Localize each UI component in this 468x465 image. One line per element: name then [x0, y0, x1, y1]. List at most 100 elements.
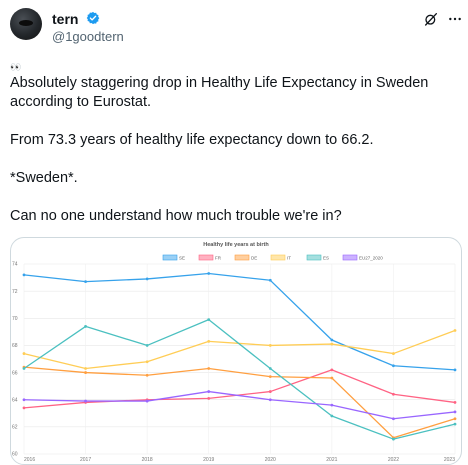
data-point-fr	[22, 406, 26, 410]
post-line-2: according to Eurostat.	[10, 94, 152, 110]
y-tick-label: 68	[12, 343, 18, 349]
legend-label-fr: FR	[215, 255, 222, 260]
x-tick-label: 2019	[203, 457, 214, 463]
data-point-eu27_2020	[392, 417, 395, 421]
legend-label-se: SE	[179, 255, 185, 260]
chart-image[interactable]: Healthy life years at birth SE FR DE IT ES EU…	[10, 237, 462, 465]
legend-swatch-eu27_2020	[342, 254, 358, 261]
data-point-es	[145, 344, 149, 347]
series-line-se	[23, 272, 456, 371]
data-point-eu27_2020	[22, 398, 26, 402]
post-line-5: Can no one understand how much trouble w…	[10, 208, 342, 224]
x-tick-label: 2021	[326, 457, 337, 463]
author-handle[interactable]: @1goodtern	[52, 29, 124, 44]
data-point-de	[330, 376, 334, 380]
data-point-es	[392, 437, 395, 441]
avatar[interactable]	[10, 8, 42, 40]
data-point-eu27_2020	[84, 399, 87, 403]
series-line-eu27_2020	[23, 390, 456, 420]
legend-swatch-de	[234, 254, 250, 261]
y-tick-label: 70	[12, 316, 18, 322]
legend-swatch-se	[162, 254, 178, 261]
series-line-es	[23, 318, 456, 440]
data-point-de	[84, 371, 87, 374]
y-tick-label: 72	[12, 289, 18, 295]
data-point-fr	[268, 390, 272, 393]
data-point-it	[453, 329, 457, 332]
data-point-es	[207, 318, 211, 322]
data-point-se	[330, 338, 334, 342]
y-tick-label: 62	[12, 425, 18, 431]
data-point-se	[207, 272, 211, 275]
chart-series	[22, 272, 457, 441]
author-name[interactable]: tern	[52, 11, 79, 27]
y-tick-label: 60	[12, 452, 18, 458]
legend-label-es: ES	[323, 255, 329, 260]
data-point-se	[22, 273, 26, 277]
data-point-eu27_2020	[145, 399, 149, 403]
legend-swatch-it	[270, 254, 286, 261]
data-point-se	[268, 278, 272, 282]
data-point-eu27_2020	[453, 410, 457, 414]
more-options-icon[interactable]	[447, 11, 463, 27]
data-point-fr	[453, 401, 457, 404]
x-tick-label: 2017	[80, 457, 91, 463]
data-point-se	[392, 364, 395, 368]
post-line-3: From 73.3 years of healthy life expectan…	[10, 132, 374, 148]
legend-swatch-fr	[198, 254, 214, 261]
post-text: 👀 Absolutely staggering drop in Healthy …	[10, 58, 450, 226]
data-point-se	[145, 277, 149, 281]
legend-label-eu27_2020: EU27_2020	[359, 255, 383, 260]
chart-title: Healthy life years at birth	[203, 242, 269, 248]
x-axis: 2016 2017 2018 2019 2020 2021 2022 2023	[24, 457, 455, 463]
data-point-it	[145, 360, 149, 364]
data-point-es	[268, 367, 272, 370]
data-point-it	[268, 344, 272, 347]
x-tick-label: 2022	[388, 457, 399, 463]
grok-icon[interactable]	[423, 11, 439, 27]
legend-swatch-es	[306, 254, 322, 261]
x-tick-label: 2020	[265, 457, 276, 463]
data-point-it	[22, 352, 26, 355]
chart-grid	[23, 263, 456, 455]
data-point-es	[22, 367, 26, 370]
post-line-4: *Sweden*.	[10, 170, 78, 186]
chart-legend: SE FR DE IT ES EU27_2020	[162, 254, 383, 261]
legend-label-de: DE	[251, 255, 257, 260]
data-point-it	[392, 352, 395, 355]
y-axis: 74 72 70 68 66 64 62 60	[12, 262, 18, 458]
line-chart: Healthy life years at birth SE FR DE IT ES EU…	[12, 242, 457, 463]
verified-badge-icon	[86, 11, 100, 25]
y-tick-label: 66	[12, 370, 18, 376]
series-line-fr	[23, 369, 456, 409]
data-point-de	[145, 373, 149, 377]
eyes-emoji: 👀	[10, 62, 23, 72]
data-point-eu27_2020	[330, 403, 334, 407]
data-point-it	[330, 342, 334, 346]
series-line-it	[23, 329, 456, 370]
post-header: tern @1goodtern	[10, 8, 463, 48]
data-point-fr	[330, 368, 334, 372]
data-point-fr	[392, 392, 395, 396]
x-tick-label: 2018	[142, 457, 153, 463]
data-point-se	[84, 280, 87, 284]
x-tick-label: 2016	[24, 457, 35, 463]
data-point-it	[84, 367, 87, 370]
data-point-fr	[207, 396, 211, 400]
data-point-se	[453, 368, 457, 372]
legend-label-it: IT	[287, 255, 291, 260]
x-tick-label: 2023	[444, 457, 455, 463]
y-tick-label: 64	[12, 397, 18, 403]
data-point-eu27_2020	[207, 390, 211, 393]
data-point-de	[268, 375, 272, 379]
data-point-de	[453, 417, 457, 421]
data-point-es	[330, 414, 334, 418]
series-line-de	[23, 366, 456, 439]
data-point-it	[207, 339, 211, 343]
post-line-1: Absolutely staggering drop in Healthy Li…	[10, 75, 429, 91]
data-point-es	[453, 422, 457, 426]
data-point-eu27_2020	[268, 398, 272, 402]
data-point-de	[207, 367, 211, 370]
y-tick-label: 74	[12, 262, 18, 268]
data-point-es	[84, 325, 87, 328]
